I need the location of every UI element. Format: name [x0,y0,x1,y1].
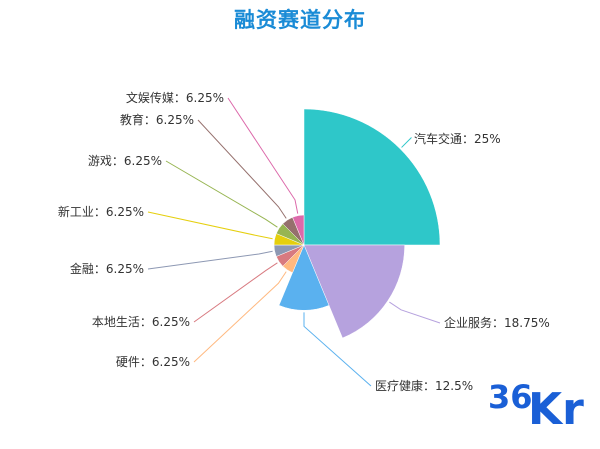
slice-label-0: 汽车交通：25% [414,131,501,146]
leader-line-5 [147,250,273,270]
slice-2[interactable] [278,244,330,311]
brand-logo: 36 Kr [488,378,584,430]
slice-label-7: 游戏：6.25% [88,154,162,168]
logo-letters: Kr [528,384,584,430]
leader-line-2 [303,312,372,387]
slice-label-6: 新工业：6.25% [58,204,144,219]
slice-label-8: 教育：6.25% [120,112,194,127]
leader-line-0 [401,137,412,148]
leader-line-6 [147,211,273,240]
slice-label-1: 企业服务：18.75% [444,315,550,330]
logo-number: 36 [488,378,533,416]
leader-line-3 [193,271,287,363]
slice-label-3: 硬件：6.25% [116,355,190,369]
slice-0[interactable] [303,108,441,246]
leader-line-8 [197,119,287,219]
leader-line-4 [193,262,278,323]
leader-line-1 [389,301,441,324]
slice-label-4: 本地生活：6.25% [92,315,190,329]
slice-1[interactable] [303,244,405,339]
slice-label-2: 医疗健康：12.5% [375,378,473,393]
leader-line-9 [227,97,299,214]
slice-label-5: 金融：6.25% [70,261,144,276]
leader-line-7 [165,160,278,228]
slice-9[interactable] [292,214,305,246]
chart-title: 融资赛道分布 [234,8,366,32]
slice-label-9: 文娱传媒：6.25% [126,90,224,105]
